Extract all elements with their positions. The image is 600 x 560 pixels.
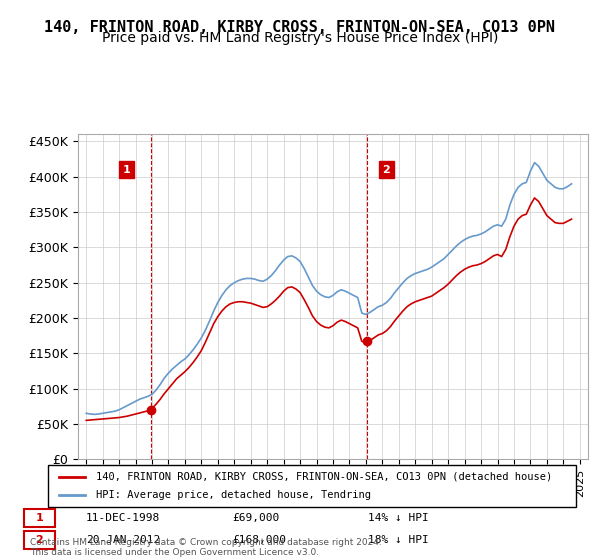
Text: 140, FRINTON ROAD, KIRBY CROSS, FRINTON-ON-SEA, CO13 0PN (detached house): 140, FRINTON ROAD, KIRBY CROSS, FRINTON-… [95,472,552,482]
Text: HPI: Average price, detached house, Tendring: HPI: Average price, detached house, Tend… [95,490,371,500]
Text: Price paid vs. HM Land Registry's House Price Index (HPI): Price paid vs. HM Land Registry's House … [102,31,498,45]
FancyBboxPatch shape [48,465,576,507]
FancyBboxPatch shape [23,509,55,527]
Text: Contains HM Land Registry data © Crown copyright and database right 2024.
This d: Contains HM Land Registry data © Crown c… [30,538,382,557]
Text: 140, FRINTON ROAD, KIRBY CROSS, FRINTON-ON-SEA, CO13 0PN: 140, FRINTON ROAD, KIRBY CROSS, FRINTON-… [44,20,556,35]
Text: £168,000: £168,000 [232,535,286,545]
Text: 11-DEC-1998: 11-DEC-1998 [86,513,160,523]
Text: 1: 1 [35,513,43,523]
Text: 1: 1 [122,165,130,175]
FancyBboxPatch shape [23,531,55,549]
Text: 20-JAN-2012: 20-JAN-2012 [86,535,160,545]
Text: 14% ↓ HPI: 14% ↓ HPI [368,513,428,523]
Text: £69,000: £69,000 [232,513,280,523]
Text: 2: 2 [383,165,391,175]
Text: 18% ↓ HPI: 18% ↓ HPI [368,535,428,545]
Text: 2: 2 [35,535,43,545]
